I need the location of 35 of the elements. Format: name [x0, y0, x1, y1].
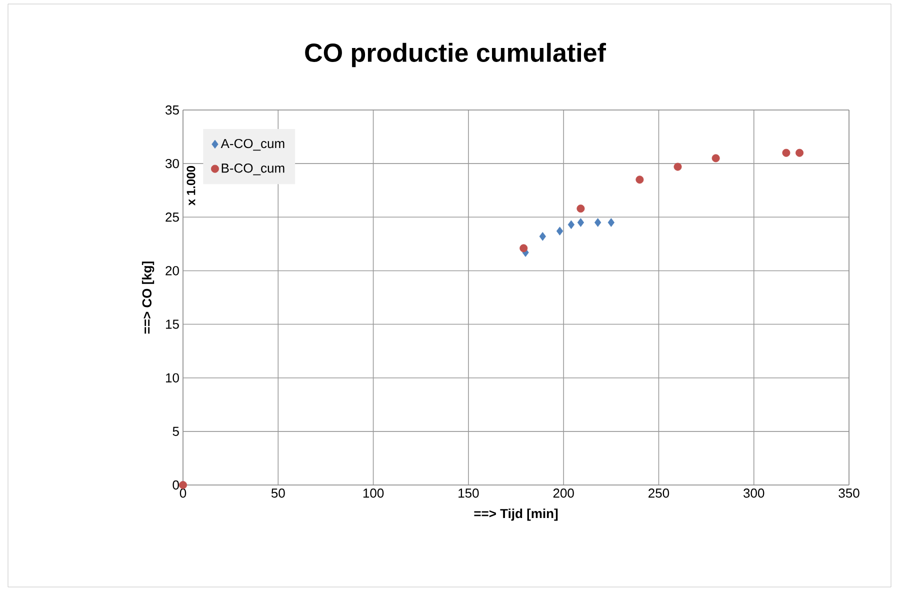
- y-tick-label: 10: [166, 373, 179, 382]
- y-tick-label: 15: [166, 320, 179, 329]
- chart-title: CO productie cumulatief: [305, 42, 606, 68]
- x-tick-label: 250: [648, 488, 670, 498]
- point: [674, 162, 682, 171]
- legend-label: B-CO_cum: [222, 164, 284, 176]
- point: [576, 204, 585, 213]
- y-tick-label: 0: [172, 480, 179, 490]
- point: [608, 218, 614, 227]
- y-tick-label: 30: [166, 158, 179, 168]
- point: [796, 148, 804, 157]
- point: [539, 232, 546, 241]
- legend-label: A-CO_cum: [220, 138, 284, 151]
- x-tick-label: 200: [553, 488, 574, 498]
- y-tick-label: 5: [172, 426, 179, 436]
- y-tick-label: 20: [166, 266, 179, 276]
- y-tick-label: 35: [166, 105, 179, 115]
- point: [594, 218, 602, 227]
- point: [520, 244, 528, 252]
- x-tick-label: 50: [271, 488, 285, 498]
- point: [636, 176, 644, 184]
- point: [568, 220, 575, 230]
- y-tick-label: 25: [166, 212, 179, 222]
- y-axis-title: ==> CO [kg]: [142, 262, 154, 334]
- x-tick-label: 0: [180, 488, 186, 498]
- annotation: x 1.000: [186, 166, 196, 206]
- x-tick-label: 150: [458, 488, 479, 498]
- point: [556, 226, 564, 236]
- x-tick-label: 350: [838, 488, 860, 498]
- x-tick-label: 100: [363, 488, 384, 498]
- point: [712, 154, 720, 162]
- point: [577, 218, 584, 227]
- x-tick-label: 300: [744, 488, 764, 498]
- x-axis-title: ==> Tijd [min]: [474, 508, 558, 521]
- point: [782, 148, 790, 157]
